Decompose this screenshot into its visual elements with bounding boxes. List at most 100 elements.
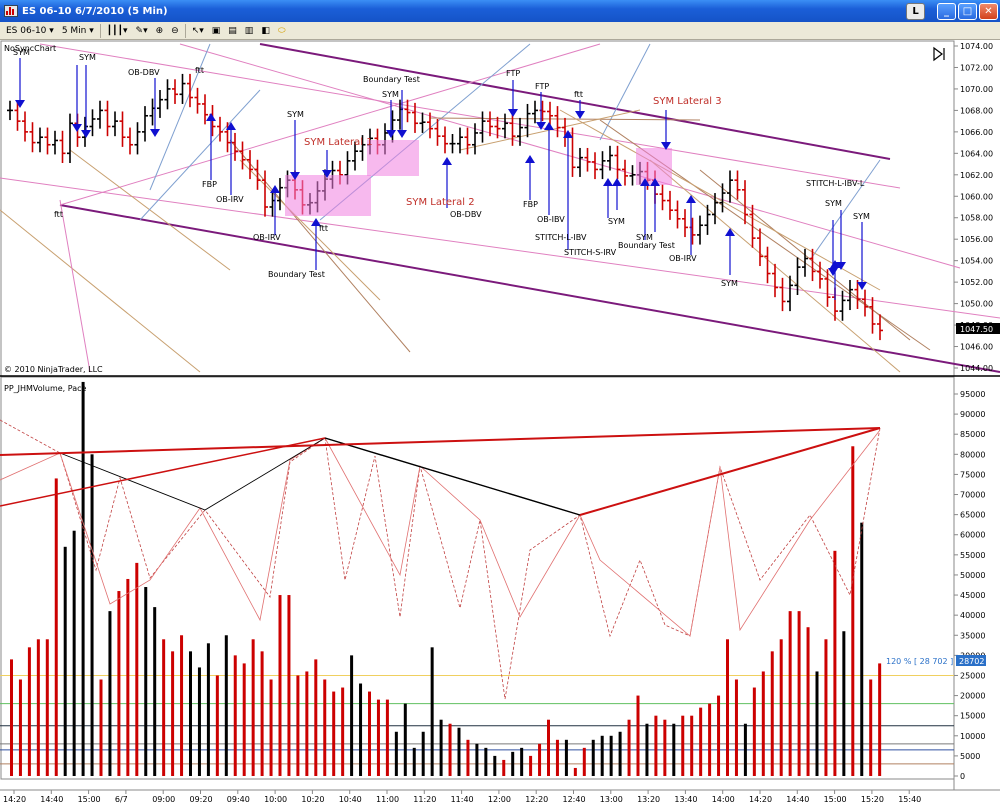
- volume-bar: [636, 695, 640, 776]
- indicators-icon[interactable]: ▥: [244, 25, 254, 36]
- volume-bar: [385, 699, 389, 776]
- annotation-ftp: FTP: [506, 69, 520, 78]
- annotation-ob-ibv: OB-IBV: [537, 215, 565, 224]
- trend-line: [39, 43, 901, 189]
- chart-sync-label: NoSyncChart: [4, 44, 56, 53]
- price-tick-label: 1050.00: [960, 300, 993, 309]
- volume-tick-label: 65000: [960, 511, 985, 520]
- volume-tick-label: 70000: [960, 491, 985, 500]
- zoom-in-icon[interactable]: ⊕: [155, 25, 164, 36]
- volume-bar: [726, 639, 729, 776]
- annotation-ob-dbv: OB-DBV: [128, 68, 160, 77]
- price-tick-label: 1046.00: [960, 343, 993, 352]
- app-icon: [4, 5, 18, 17]
- data-box-icon[interactable]: ▣: [211, 25, 221, 36]
- volume-tick-label: 5000: [960, 752, 980, 761]
- window-titlebar: ES 06-10 6/7/2010 (5 Min) L _ □ ✕: [0, 0, 1000, 22]
- annotation-sym: SYM: [13, 48, 30, 57]
- link-button[interactable]: L: [906, 2, 925, 20]
- volume-bar: [332, 691, 336, 776]
- volume-bar: [117, 591, 121, 776]
- volume-bar: [824, 639, 828, 776]
- price-tick-label: 1052.00: [960, 278, 993, 287]
- time-tick-label: 12:00: [488, 795, 511, 804]
- annotation-sym: SYM: [636, 233, 653, 242]
- toolbar-divider: [184, 23, 186, 38]
- lateral-box: [636, 148, 672, 185]
- volume-tick-label: 50000: [960, 571, 985, 580]
- pen-icon[interactable]: ✎▾: [135, 25, 148, 36]
- chart-area[interactable]: 1074.00 1072.00 1070.00 1068.00 1066.00 1064.…: [0, 40, 1000, 809]
- volume-tick-label: 75000: [960, 470, 985, 479]
- down-arrow-icon: [290, 172, 300, 180]
- volume-tick-label: 40000: [960, 611, 985, 620]
- minimize-button[interactable]: _: [937, 2, 956, 20]
- volume-bar: [663, 719, 667, 776]
- properties-icon[interactable]: ▤: [228, 25, 237, 36]
- annotation-boundary-test: Boundary Test: [618, 241, 675, 250]
- time-tick-label: 12:20: [525, 795, 548, 804]
- volume-bar: [439, 719, 443, 776]
- annotation-boundary-test: Boundary Test: [363, 75, 420, 84]
- price-tick-label: 1070.00: [960, 85, 993, 94]
- volume-tick-label: 55000: [960, 551, 985, 560]
- volume-bar: [734, 679, 738, 776]
- price-tick-label: 1068.00: [960, 106, 993, 115]
- volume-bar: [296, 675, 300, 776]
- toggle-icon[interactable]: ⬭: [277, 25, 286, 36]
- volume-bar: [162, 639, 166, 776]
- time-tick-label: 09:40: [227, 795, 250, 804]
- trend-line: [0, 209, 201, 373]
- interval-selector[interactable]: 5 Min ▾: [61, 25, 94, 36]
- annotation-ob-irv: OB-IRV: [253, 233, 281, 242]
- annotation-stitch-l-ibv: STITCH-L-IBV: [535, 233, 587, 242]
- price-tick-label: 1066.00: [960, 128, 993, 137]
- volume-bar: [403, 703, 407, 776]
- maximize-button[interactable]: □: [958, 2, 977, 20]
- volume-bar: [144, 587, 148, 776]
- time-tick-label: 09:20: [190, 795, 213, 804]
- volume-bar: [171, 651, 175, 776]
- up-arrow-icon: [544, 122, 554, 130]
- volume-tick-label: 10000: [960, 732, 985, 741]
- window-title: ES 06-10 6/7/2010 (5 Min): [22, 5, 168, 17]
- zoom-out-icon[interactable]: ⊖: [171, 25, 179, 36]
- price-pattern-lines: [0, 43, 1000, 373]
- strategy-icon[interactable]: ◧: [261, 25, 270, 36]
- cursor-icon[interactable]: ↖▾: [191, 25, 204, 36]
- volume-zigzag: [0, 429, 881, 637]
- annotation-ob-dbv: OB-DBV: [450, 210, 482, 219]
- volume-bar: [493, 755, 497, 776]
- trend-line: [259, 43, 891, 160]
- trend-line: [59, 43, 601, 206]
- annotation-boundary-test: Boundary Test: [268, 270, 325, 279]
- annotation-sym: SYM: [382, 90, 399, 99]
- time-tick-label: 14:20: [749, 795, 772, 804]
- close-button[interactable]: ✕: [979, 2, 998, 20]
- up-arrow-icon: [525, 155, 535, 163]
- volume-bar: [10, 659, 13, 776]
- lateral-box: [367, 140, 419, 176]
- volume-bar: [314, 659, 318, 776]
- volume-bar: [797, 611, 801, 776]
- pace-value: 28702: [959, 657, 984, 666]
- price-tick-label: 1064.00: [960, 149, 993, 158]
- trend-line: [599, 43, 651, 141]
- trend-line: [59, 204, 1000, 373]
- volume-bar: [788, 611, 792, 776]
- volume-tick-label: 20000: [960, 692, 985, 701]
- volume-bar: [99, 679, 103, 776]
- trend-line: [69, 149, 231, 271]
- lateral-boxes: [285, 140, 672, 216]
- volume-bar: [484, 747, 488, 776]
- play-icon[interactable]: [933, 46, 945, 62]
- down-arrow-icon: [508, 109, 518, 117]
- annotation-ftt: ftt: [195, 66, 204, 75]
- time-tick-label: 13:20: [637, 795, 660, 804]
- annotation-ftt: ftt: [319, 224, 328, 233]
- volume-bar: [341, 687, 345, 776]
- bar-style-icon[interactable]: ┃┃┃▾: [106, 25, 128, 36]
- instrument-selector[interactable]: ES 06-10 ▾: [6, 25, 54, 36]
- annotation-sym: SYM: [721, 279, 738, 288]
- time-tick-label: 14:00: [712, 795, 735, 804]
